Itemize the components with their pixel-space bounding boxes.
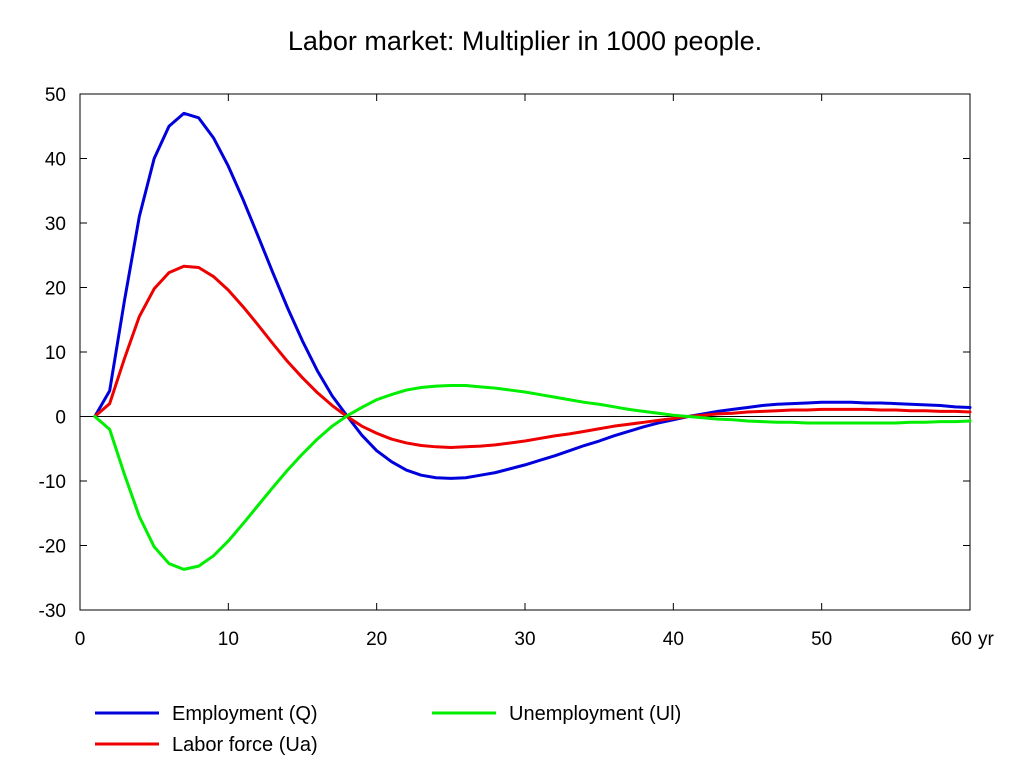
y-tick-label: 20 [45, 279, 66, 300]
series-line-2 [93, 384, 972, 571]
y-tick-label: 0 [55, 408, 66, 429]
legend-label-2: Unemployment (Ul) [509, 703, 681, 725]
x-tick-label: 20 [366, 629, 387, 650]
series-line-0 [93, 111, 972, 480]
x-tick-label: 50 [811, 629, 832, 650]
x-tick-label: 40 [663, 629, 684, 650]
y-tick-label: 30 [45, 214, 66, 235]
plot-frame [79, 93, 971, 611]
legend: Employment (Q) Labor force (Ua) Unemployme… [95, 703, 681, 756]
legend-label-1: Labor force (Ua) [172, 734, 318, 756]
y-tick-label: -20 [39, 537, 66, 558]
series-line-1 [93, 264, 972, 449]
x-tick-label: 10 [218, 629, 239, 650]
legend-label-0: Employment (Q) [172, 703, 318, 725]
chart-title: Labor market: Multiplier in 1000 people. [288, 26, 762, 56]
y-tick-label: 50 [45, 85, 66, 106]
x-tick-label: 0 [75, 629, 86, 650]
y-tick-label: -30 [39, 601, 66, 622]
x-tick-label: 60 [951, 629, 972, 650]
y-tick-label: 40 [45, 150, 66, 171]
x-unit-label: yr [978, 629, 995, 650]
plot-area: 50 40 30 20 10 0 -10 -20 -30 0 10 20 30 40 50 60 yr [39, 85, 995, 650]
y-tick-label: 10 [45, 343, 66, 364]
x-tick-label: 30 [514, 629, 535, 650]
y-tick-label: -10 [39, 472, 66, 493]
